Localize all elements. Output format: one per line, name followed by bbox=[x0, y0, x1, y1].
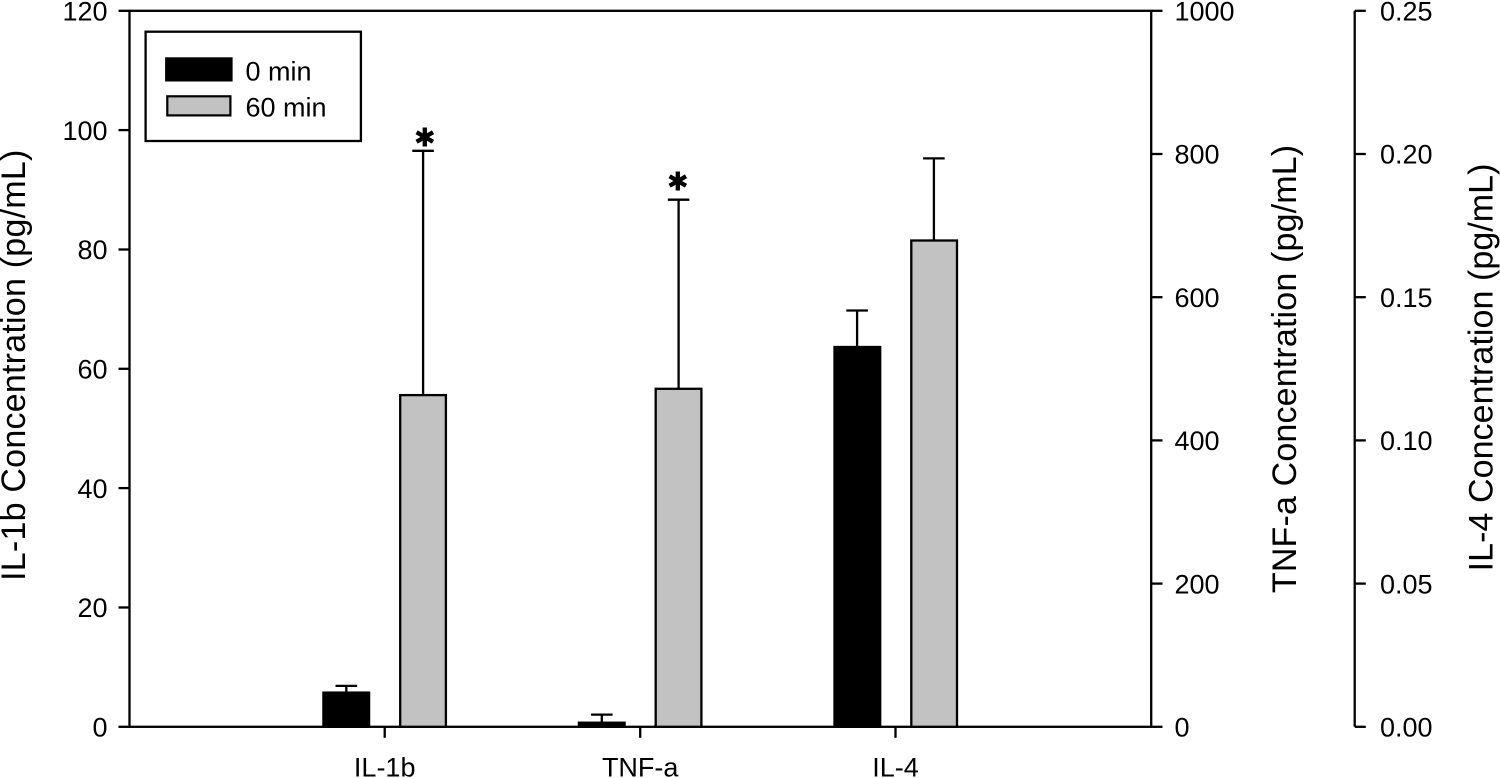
svg-text:0.15: 0.15 bbox=[1380, 283, 1433, 313]
svg-text:800: 800 bbox=[1175, 140, 1220, 170]
svg-text:120: 120 bbox=[62, 0, 107, 27]
svg-text:60 min: 60 min bbox=[246, 93, 327, 123]
svg-text:0.10: 0.10 bbox=[1380, 426, 1433, 456]
svg-text:1000: 1000 bbox=[1175, 0, 1235, 27]
svg-text:0: 0 bbox=[1175, 713, 1190, 743]
svg-text:0 min: 0 min bbox=[246, 56, 312, 86]
svg-text:IL-1b: IL-1b bbox=[354, 753, 416, 778]
svg-text:0.25: 0.25 bbox=[1380, 0, 1433, 27]
svg-text:80: 80 bbox=[77, 235, 107, 265]
svg-text:400: 400 bbox=[1175, 426, 1220, 456]
svg-text:20: 20 bbox=[77, 593, 107, 623]
svg-text:0.05: 0.05 bbox=[1380, 569, 1433, 599]
svg-text:100: 100 bbox=[62, 116, 107, 146]
svg-text:TNF-a Concentration (pg/mL): TNF-a Concentration (pg/mL) bbox=[1266, 145, 1304, 593]
svg-text:0.20: 0.20 bbox=[1380, 140, 1433, 170]
svg-text:TNF-a: TNF-a bbox=[602, 753, 679, 778]
svg-text:200: 200 bbox=[1175, 569, 1220, 599]
svg-text:IL-1b Concentration (pg/mL): IL-1b Concentration (pg/mL) bbox=[0, 149, 33, 580]
svg-text:600: 600 bbox=[1175, 283, 1220, 313]
svg-text:60: 60 bbox=[77, 355, 107, 385]
svg-text:0: 0 bbox=[92, 713, 107, 743]
svg-text:IL-4: IL-4 bbox=[872, 753, 919, 778]
svg-text:0.00: 0.00 bbox=[1380, 713, 1433, 743]
svg-text:IL-4 Concentration (pg/mL): IL-4 Concentration (pg/mL) bbox=[1463, 163, 1500, 571]
svg-text:40: 40 bbox=[77, 474, 107, 504]
